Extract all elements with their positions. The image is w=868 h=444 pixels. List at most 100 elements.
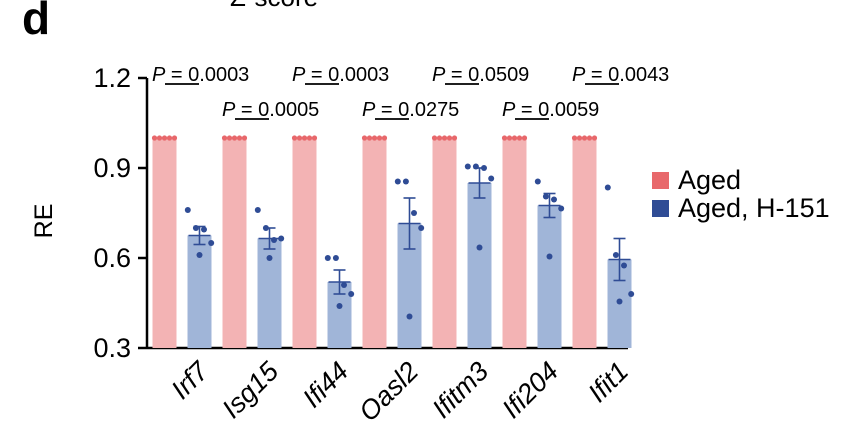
data-point bbox=[336, 303, 343, 309]
x-tick-label: Ifitm3 bbox=[426, 356, 494, 424]
p-value: = 0.0003 bbox=[305, 64, 389, 86]
data-point bbox=[551, 196, 557, 203]
legend-label: Aged, H-151 bbox=[678, 193, 830, 223]
data-point bbox=[161, 135, 168, 141]
data-point bbox=[516, 135, 523, 141]
data-point bbox=[464, 163, 471, 170]
data-point bbox=[506, 135, 513, 141]
p-value: = 0.0003 bbox=[165, 64, 249, 86]
y-tick-label: 0.3 bbox=[93, 333, 131, 363]
p-value: = 0.0059 bbox=[515, 99, 599, 121]
p-value: = 0.0275 bbox=[375, 99, 459, 121]
bar-aged-h151 bbox=[467, 183, 492, 348]
bar-aged bbox=[152, 138, 177, 348]
data-point bbox=[366, 135, 373, 141]
data-point bbox=[488, 175, 495, 182]
p-symbol: P bbox=[292, 64, 306, 86]
data-point bbox=[501, 135, 508, 141]
data-point bbox=[196, 252, 203, 258]
data-point bbox=[278, 235, 285, 242]
bars bbox=[152, 138, 632, 348]
data-point bbox=[348, 291, 355, 297]
y-tick-label: 0.9 bbox=[93, 153, 131, 183]
data-point bbox=[266, 255, 273, 261]
bar-aged bbox=[362, 138, 387, 348]
data-point bbox=[376, 135, 383, 141]
x-tick-label: Ifit1 bbox=[582, 356, 634, 408]
data-point bbox=[296, 135, 303, 141]
data-point bbox=[441, 135, 448, 141]
data-point bbox=[371, 135, 378, 141]
data-point bbox=[402, 178, 409, 185]
data-point bbox=[381, 135, 388, 141]
y-tick-label: 0.6 bbox=[93, 243, 131, 273]
p-value-label: P = 0.0275 bbox=[362, 99, 459, 121]
data-point bbox=[621, 262, 627, 269]
data-point bbox=[254, 207, 261, 213]
p-symbol: P bbox=[432, 64, 446, 86]
data-point bbox=[201, 226, 207, 233]
data-point bbox=[616, 298, 623, 305]
data-point bbox=[581, 135, 588, 141]
panel-label: d bbox=[22, 0, 50, 44]
clipped-title: Z-score bbox=[230, 0, 318, 12]
data-points bbox=[151, 135, 635, 320]
data-point bbox=[184, 207, 191, 213]
legend-swatch bbox=[652, 172, 669, 189]
data-point bbox=[546, 253, 553, 260]
data-point bbox=[406, 313, 413, 320]
data-point bbox=[418, 225, 425, 231]
x-tick-label: Isg15 bbox=[216, 355, 285, 424]
data-point bbox=[301, 135, 308, 141]
data-point bbox=[166, 135, 173, 141]
data-point bbox=[311, 135, 318, 141]
data-point bbox=[236, 135, 243, 141]
p-value-label: P = 0.0003 bbox=[152, 64, 249, 86]
x-tick-label: Irf7 bbox=[165, 355, 214, 404]
p-symbol: P bbox=[572, 64, 586, 86]
x-tick-label: Ifi204 bbox=[496, 356, 564, 424]
data-point bbox=[436, 135, 443, 141]
data-point bbox=[591, 135, 598, 141]
data-point bbox=[558, 205, 565, 212]
legend-swatch bbox=[652, 200, 669, 217]
data-point bbox=[241, 135, 248, 141]
data-point bbox=[451, 135, 458, 141]
data-point bbox=[361, 135, 368, 141]
bar-aged-h151 bbox=[537, 205, 562, 348]
data-point bbox=[521, 135, 528, 141]
data-point bbox=[431, 135, 438, 141]
bar-aged bbox=[432, 138, 457, 348]
data-point bbox=[332, 255, 339, 261]
bar-aged bbox=[502, 138, 527, 348]
data-point bbox=[446, 135, 453, 141]
p-symbol: P bbox=[502, 99, 516, 121]
data-point bbox=[171, 135, 178, 141]
p-value-label: P = 0.0509 bbox=[432, 64, 529, 86]
data-point bbox=[542, 193, 549, 200]
p-value-label: P = 0.0059 bbox=[502, 99, 599, 121]
data-point bbox=[534, 178, 541, 185]
y-axis-label: RE bbox=[30, 204, 58, 239]
p-symbol: P bbox=[152, 64, 166, 86]
p-symbol: P bbox=[222, 99, 236, 121]
p-value-label: P = 0.0003 bbox=[292, 64, 389, 86]
error-bars bbox=[188, 167, 631, 295]
data-point bbox=[604, 184, 611, 191]
p-value-label: P = 0.0043 bbox=[572, 64, 669, 86]
data-point bbox=[291, 135, 298, 141]
p-value: = 0.0509 bbox=[445, 64, 529, 86]
p-value: = 0.0005 bbox=[235, 99, 319, 121]
data-point bbox=[511, 135, 518, 141]
x-tick-label: Oasl2 bbox=[353, 356, 424, 427]
p-value-label: P = 0.0005 bbox=[222, 99, 319, 121]
legend-label: Aged bbox=[678, 165, 741, 195]
bar-aged bbox=[222, 138, 247, 348]
data-point bbox=[411, 210, 417, 216]
bar-aged bbox=[572, 138, 597, 348]
data-point bbox=[231, 135, 238, 141]
bar-aged-h151 bbox=[257, 238, 282, 348]
